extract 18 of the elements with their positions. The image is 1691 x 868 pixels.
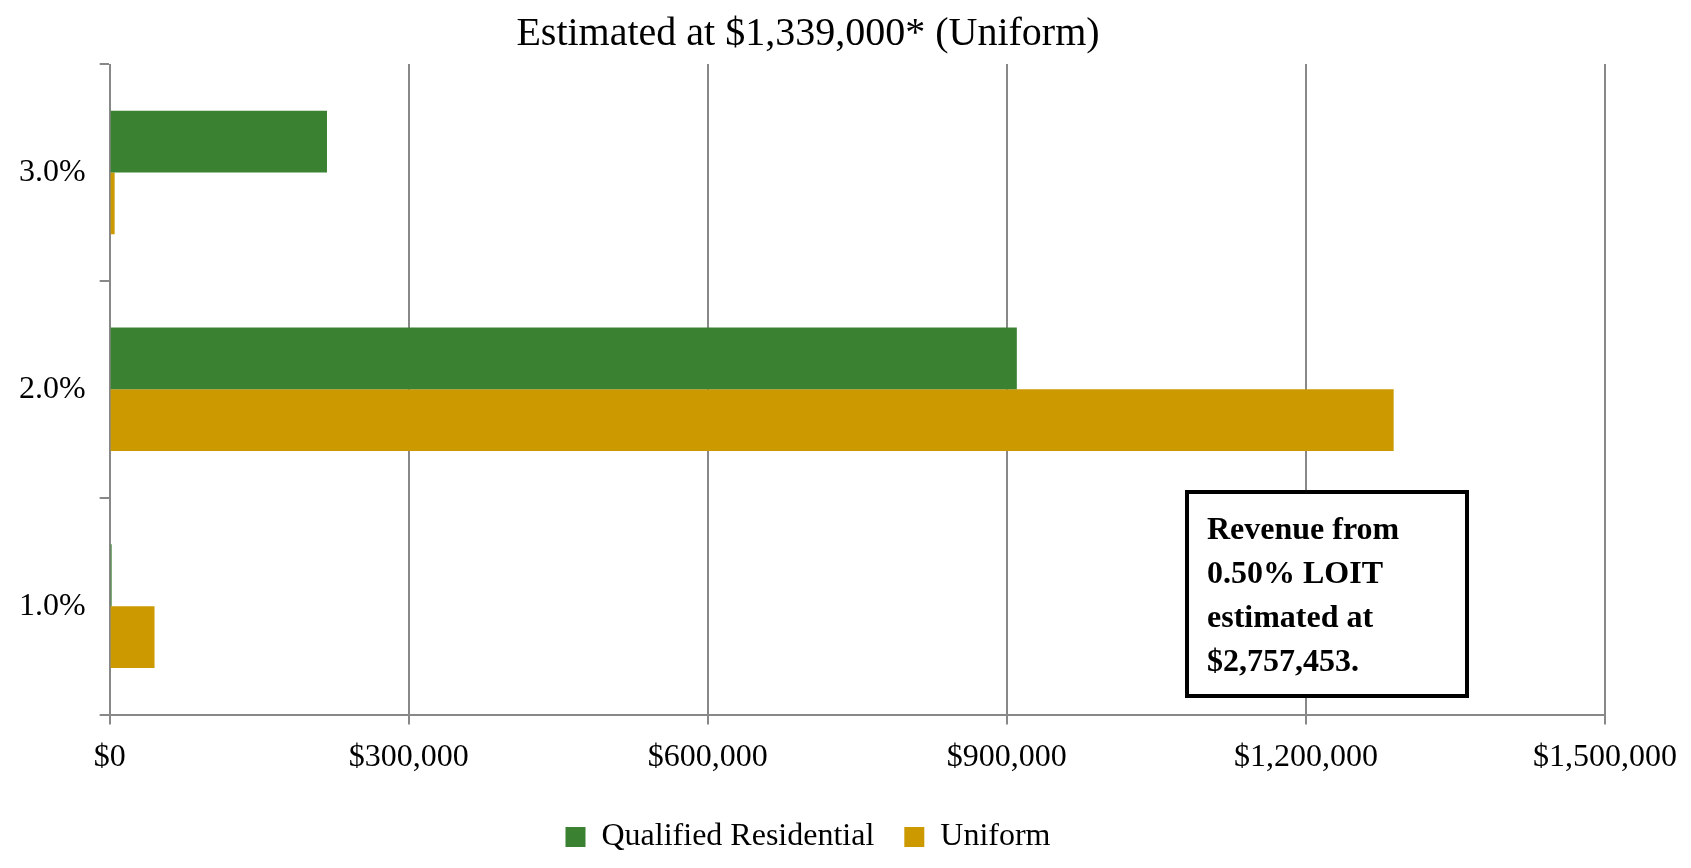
bar — [110, 172, 115, 235]
legend-label: Qualified Residential — [601, 816, 875, 853]
x-tick-label: $300,000 — [348, 737, 469, 774]
y-tick-label: 1.0% — [19, 585, 86, 622]
x-tick-label: $0 — [93, 737, 126, 774]
annotation: Revenue from 0.50% LOIT estimated at $2,757,453. — [1185, 490, 1469, 698]
x-tick-label: $1,500,000 — [1533, 737, 1677, 774]
x-tick-label: $600,000 — [647, 737, 768, 774]
legend-label: Uniform — [940, 816, 1051, 853]
x-tick-label: $900,000 — [946, 737, 1067, 774]
chart-title: Estimated at $1,339,000* (Uniform) — [516, 8, 1100, 54]
bar — [110, 110, 327, 173]
y-tick-label: 2.0% — [19, 368, 86, 405]
bar — [110, 389, 1394, 452]
y-tick-label: 3.0% — [19, 151, 86, 188]
x-tick-label: $1,200,000 — [1233, 737, 1378, 774]
bar — [110, 327, 1017, 390]
bar — [110, 606, 155, 668]
